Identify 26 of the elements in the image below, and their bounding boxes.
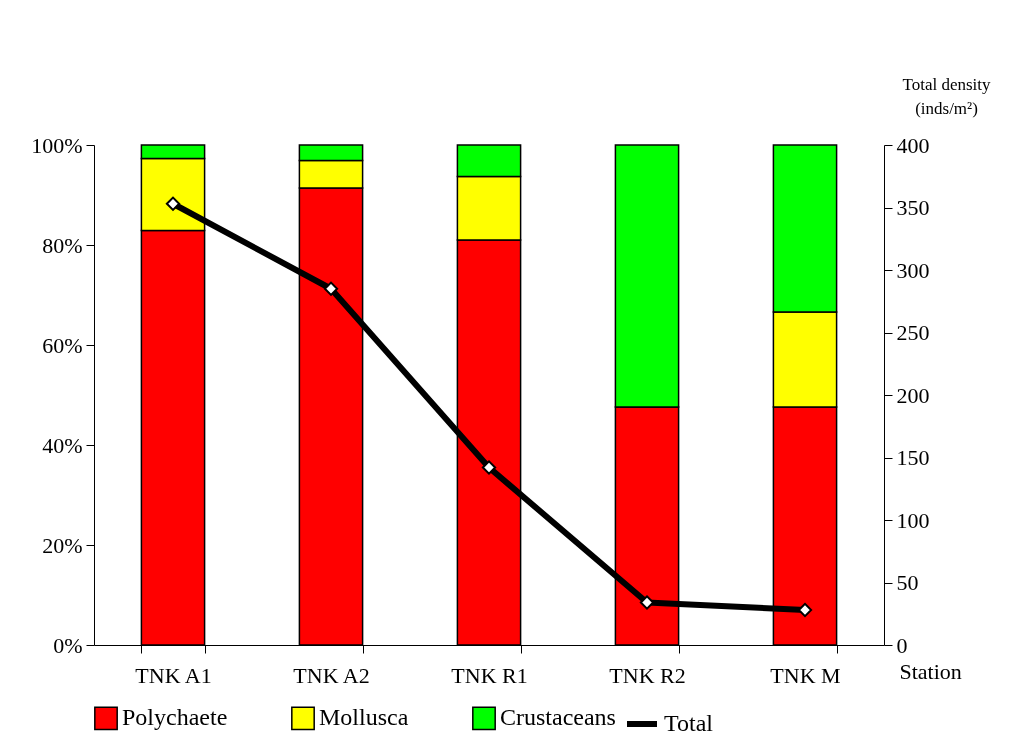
legend-label: Mollusca: [319, 704, 409, 731]
x-axis-title: Station: [899, 658, 962, 684]
y2-tick-label: 300: [896, 257, 930, 283]
y2-axis-title: Total density (inds/m²): [902, 74, 992, 118]
legend-label: Total: [664, 710, 714, 736]
y2-tick-label: 100: [896, 507, 930, 533]
y2-tick-label: 200: [896, 382, 930, 408]
x-tick-label: TNK A2: [293, 662, 370, 688]
x-tick-label: TNK A1: [135, 662, 212, 688]
legend-label: Polychaete: [122, 704, 228, 731]
y-tick-label: 20%: [42, 532, 83, 558]
y2-tick-label: 50: [896, 570, 919, 595]
y2-tick-label: 350: [896, 195, 930, 220]
x-tick-label: TNK R2: [609, 662, 686, 688]
y-tick-label: 40%: [42, 432, 83, 458]
y-tick-label: 100%: [31, 132, 83, 158]
x-tick-label: TNK M: [770, 662, 841, 688]
y2-tick-label: 250: [896, 320, 930, 345]
y2-tick-label: 0: [896, 632, 908, 658]
y-tick-label: 0%: [53, 632, 83, 658]
x-tick-label: TNK R1: [451, 662, 528, 688]
y2-tick-label: 150: [896, 445, 930, 470]
y-tick-label: 60%: [42, 332, 83, 358]
legend-label: Crustaceans: [500, 704, 616, 731]
y2-tick-label: 400: [896, 132, 930, 158]
y-tick-label: 80%: [42, 232, 83, 258]
